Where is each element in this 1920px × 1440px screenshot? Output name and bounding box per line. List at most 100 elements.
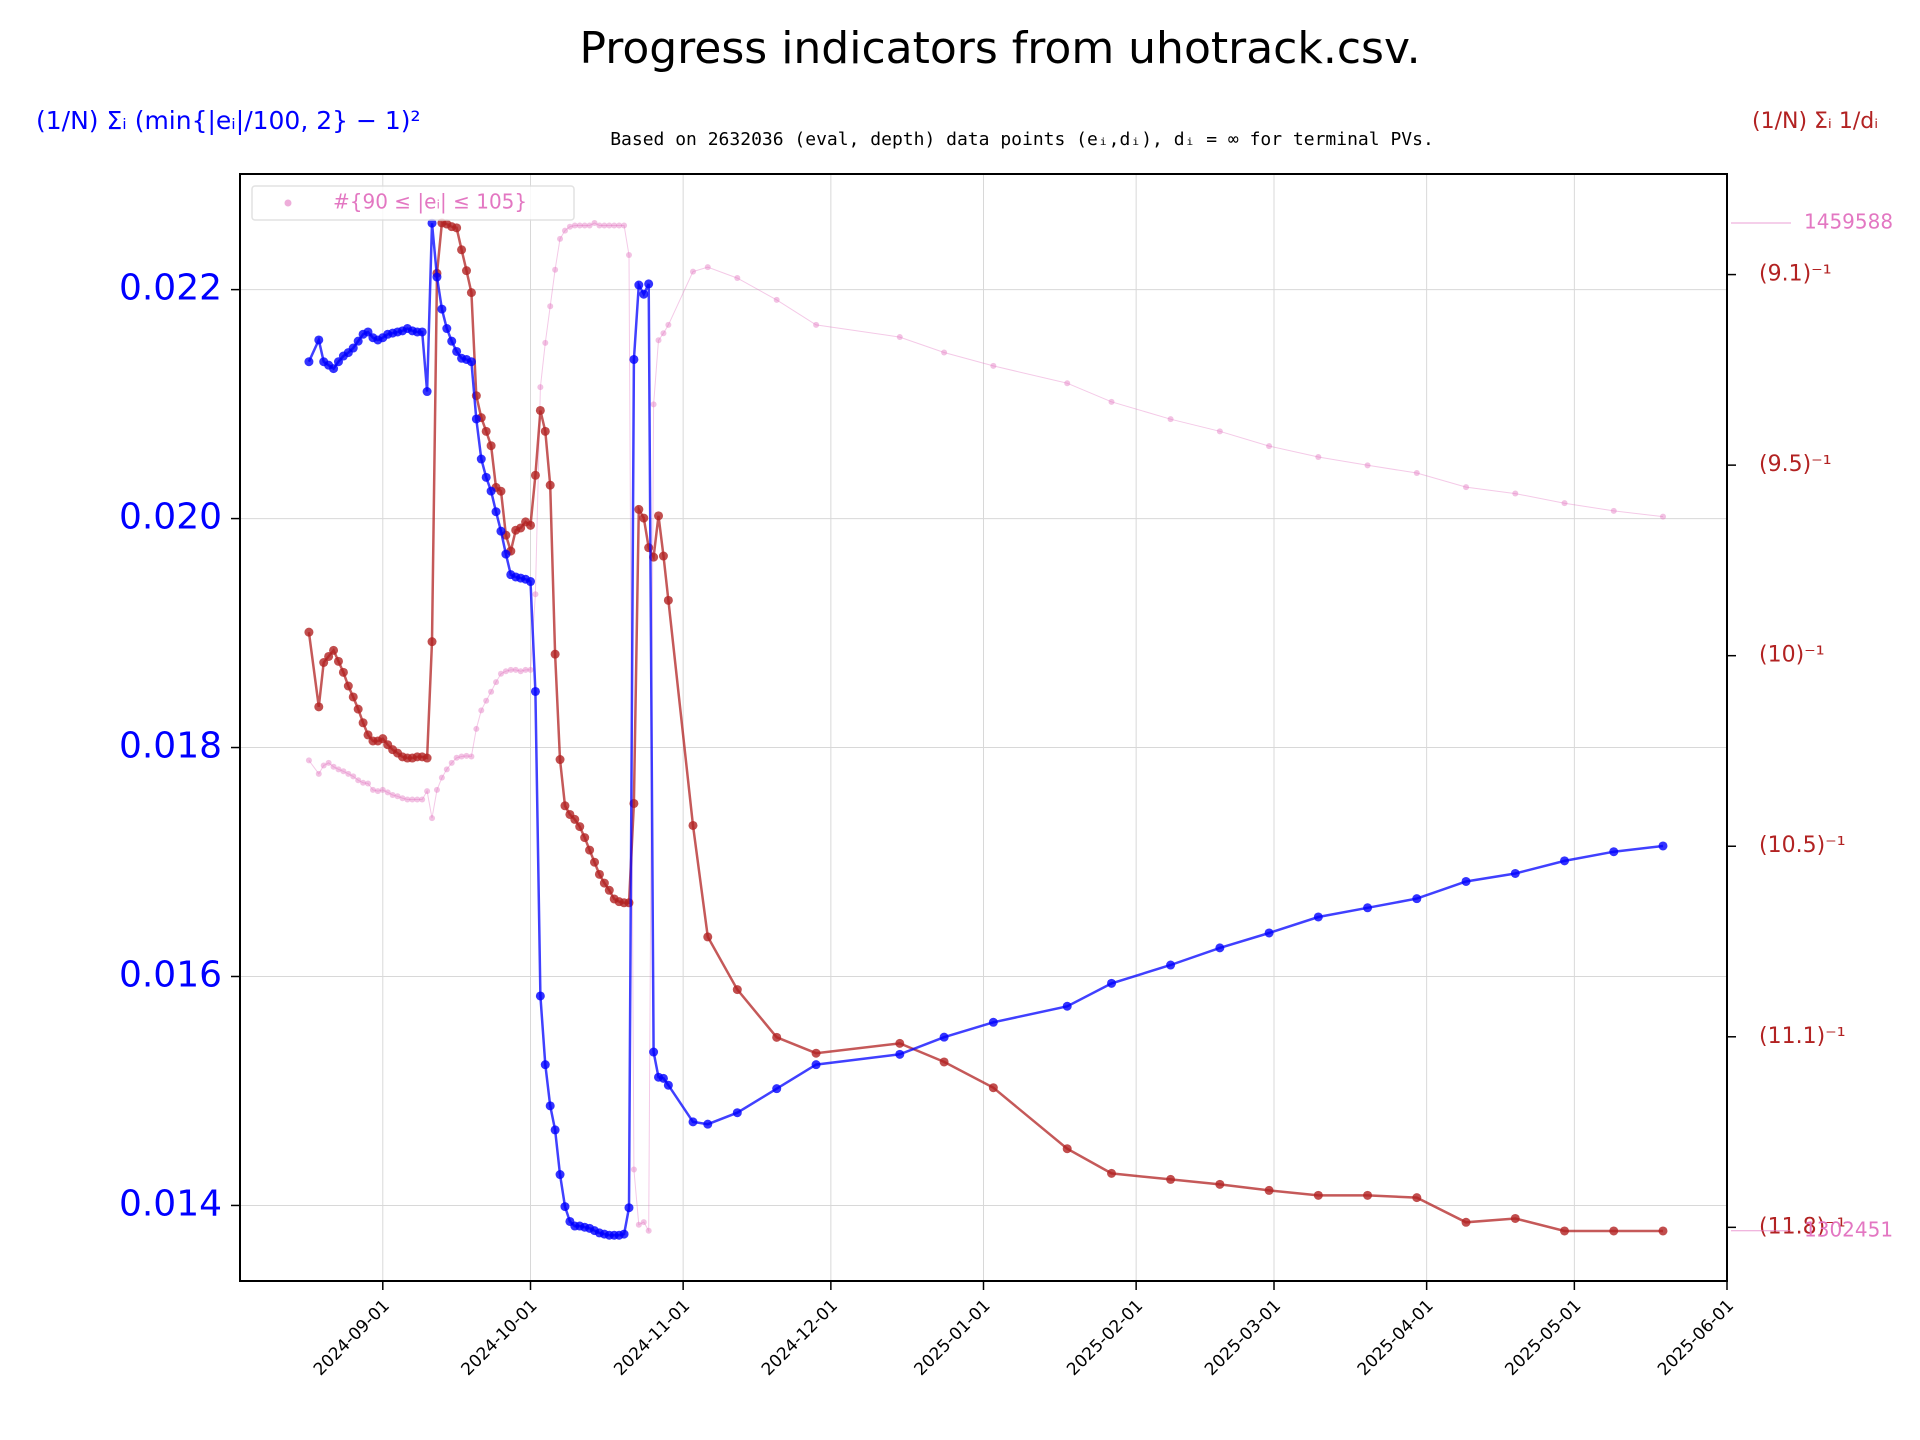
data-point [655,337,662,344]
data-point [493,679,500,686]
data-point [461,266,471,276]
data-point [988,1083,998,1093]
data-point [703,932,713,942]
data-point [555,755,565,765]
data-point [422,387,432,397]
data-point [466,357,476,367]
data-point [476,454,486,464]
data-point [611,222,618,229]
data-point [596,222,603,229]
data-point [1107,978,1117,988]
legend-marker [284,199,292,207]
data-point [1215,1179,1225,1189]
data-point [560,1202,570,1212]
data-point [813,321,820,328]
data-point [941,349,948,356]
data-point [488,688,495,695]
data-point [732,1108,742,1118]
data-point [481,426,491,436]
data-point [896,334,903,341]
data-point [478,707,485,714]
y-tick-label: 0.022 [119,268,222,309]
data-point [581,222,588,229]
data-point [688,1117,698,1127]
data-point [939,1057,949,1067]
data-point [601,222,608,229]
data-point [348,692,358,702]
data-point [599,878,609,888]
data-point [526,520,536,530]
data-point [1510,1213,1520,1223]
y2-tick-label: (9.1)⁻¹ [1759,262,1832,287]
data-point [1313,1190,1323,1200]
data-point [590,857,600,867]
data-point [1166,1174,1176,1184]
data-point [990,362,997,369]
data-point [988,1017,998,1027]
data-point [571,222,578,229]
data-point [1561,500,1568,507]
data-point [621,222,628,229]
data-point [473,725,480,732]
data-point [527,666,534,673]
data-point [732,985,742,995]
data-point [704,264,711,271]
data-point [939,1032,949,1042]
y2-tick-label: (9.5)⁻¹ [1759,452,1832,477]
data-point [1463,484,1470,491]
legend-box [251,185,575,221]
data-point [325,759,332,766]
y2-tick-label: (11.8)⁻¹ [1759,1214,1846,1239]
data-point [624,1203,634,1213]
data-point [634,504,644,514]
data-point [703,1119,713,1129]
data-point [650,401,657,408]
data-point [427,637,437,647]
data-point [639,289,649,299]
data-point [496,486,506,496]
data-point [1658,841,1668,851]
data-point [1413,470,1420,477]
data-point [639,513,649,523]
data-point [350,773,357,780]
data-point [649,1047,659,1057]
data-point [458,753,465,760]
data-point [333,656,343,666]
data-point [315,770,322,777]
data-point [1610,507,1617,514]
data-point [338,667,348,677]
data-point [644,279,654,289]
data-point [404,796,411,803]
data-point [355,777,362,784]
data-point [1412,1193,1422,1203]
data-point [429,815,436,822]
data-point [1461,1217,1471,1227]
data-point [394,793,401,800]
data-point [433,786,440,793]
data-point [550,649,560,659]
data-point [645,1227,652,1234]
data-point [625,251,632,258]
data-point [1264,1185,1274,1195]
data-point [561,227,568,234]
data-point [535,991,545,1001]
data-point [660,330,667,337]
data-point [437,304,447,314]
chart-subtitle: Based on 2632036 (eval, depth) data poin… [610,129,1434,150]
data-point [772,1084,782,1094]
data-point [1313,912,1323,922]
data-point [512,666,519,673]
data-point [457,245,467,255]
data-point [379,786,386,793]
data-point [586,222,593,229]
data-point [542,339,549,346]
data-point [414,796,421,803]
data-point [630,1166,637,1173]
data-point [447,336,457,346]
data-point [438,774,445,781]
data-point [329,364,339,374]
data-point [496,526,506,536]
data-point [360,779,367,786]
data-point [304,627,314,637]
